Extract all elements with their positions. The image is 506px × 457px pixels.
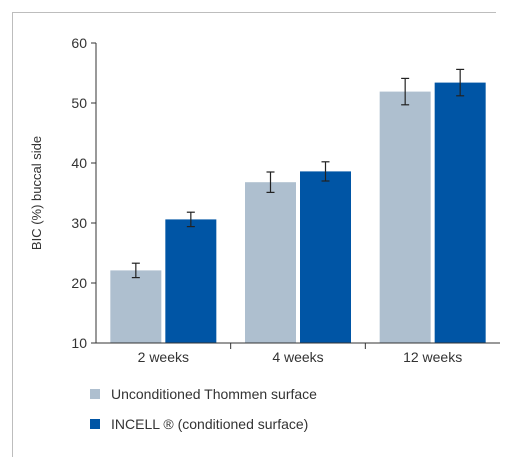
error-bars [131, 68, 465, 279]
legend: Unconditioned Thommen surface INCELL ® (c… [90, 386, 317, 432]
legend-label: Unconditioned Thommen surface [111, 386, 317, 402]
x-tick-label: 2 weeks [138, 349, 189, 365]
legend-swatch [90, 389, 100, 399]
chart-frame [12, 12, 496, 457]
y-tick-label: 60 [71, 35, 87, 51]
bar [434, 82, 486, 343]
bar [300, 171, 351, 343]
x-tick-label: 12 weeks [403, 349, 462, 365]
y-axis-label: BIC (%) buccal side [29, 136, 44, 250]
y-tick-label: 10 [71, 335, 87, 351]
y-axis-ticks: 10 20 30 40 50 60 [71, 35, 96, 351]
bar [165, 219, 217, 343]
y-tick-label: 20 [71, 275, 87, 291]
legend-label: INCELL ® (conditioned surface) [111, 416, 308, 432]
bar [379, 91, 431, 343]
bar [110, 270, 162, 343]
bar [245, 182, 296, 343]
x-axis-ticks: 2 weeks 4 weeks 12 weeks [138, 343, 462, 365]
x-tick-label: 4 weeks [272, 349, 323, 365]
y-tick-label: 40 [71, 155, 87, 171]
y-tick-label: 50 [71, 95, 87, 111]
y-axis-label-group: BIC (%) buccal side [29, 136, 44, 250]
bars [110, 82, 486, 343]
legend-swatch [90, 419, 100, 429]
y-tick-label: 30 [71, 215, 87, 231]
